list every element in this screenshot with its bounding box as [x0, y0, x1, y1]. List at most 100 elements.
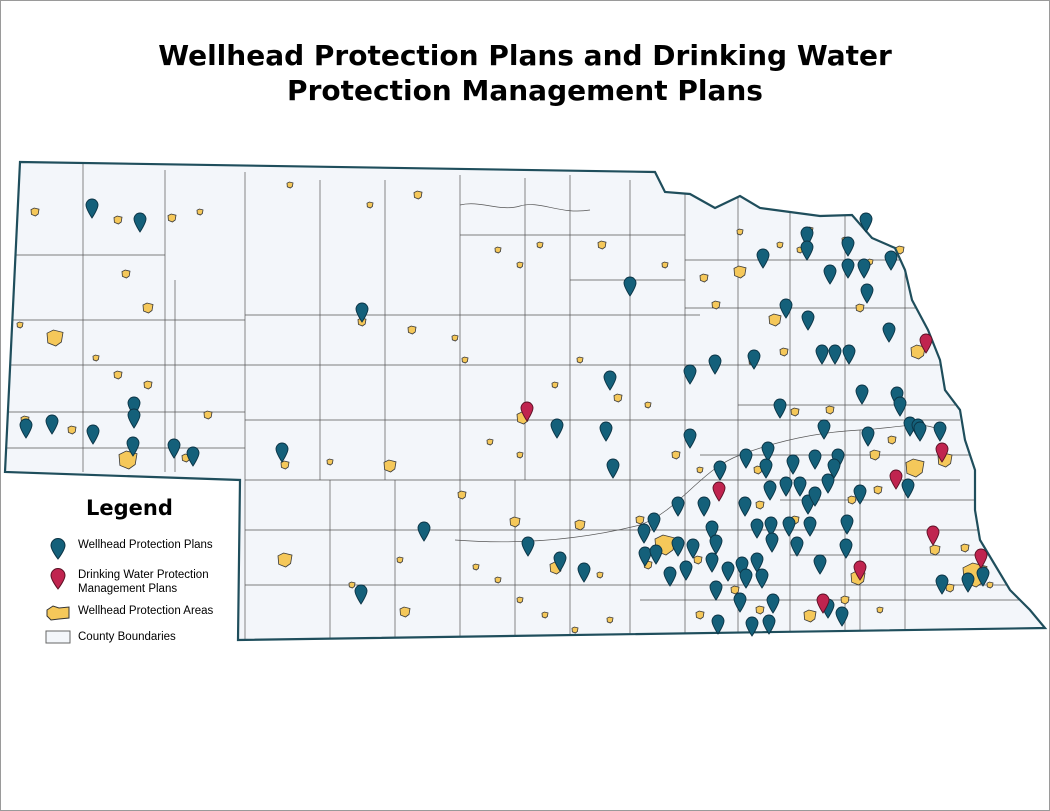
protection-area — [576, 356, 584, 364]
protection-area — [661, 261, 669, 269]
protection-area — [461, 356, 469, 364]
wellhead-plan-pin-icon — [709, 580, 723, 601]
legend-item-protection-areas: Wellhead Protection Areas — [38, 604, 238, 622]
wellhead-plan-pin-icon — [800, 240, 814, 261]
protection-area — [711, 300, 721, 310]
protection-area — [451, 334, 459, 342]
wellhead-plan-pin-icon — [686, 538, 700, 559]
wellhead-plan-pin-icon — [679, 560, 693, 581]
wellhead-plan-pin-icon — [709, 534, 723, 555]
protection-area — [16, 321, 24, 329]
wellhead-plan-pin-icon — [553, 551, 567, 572]
protection-area — [929, 544, 941, 556]
protection-area — [887, 435, 897, 445]
wellhead-plan-pin-icon — [671, 496, 685, 517]
wellhead-plan-pin-icon — [913, 421, 927, 442]
protection-area — [536, 241, 544, 249]
protection-area — [399, 606, 411, 618]
wellhead-plan-pin-icon — [623, 276, 637, 297]
wellhead-plan-pin-icon — [127, 408, 141, 429]
wellhead-plan-pin-icon — [766, 593, 780, 614]
dwpmp-pin-icon — [935, 442, 949, 463]
protection-area — [574, 519, 586, 531]
protection-area — [776, 241, 784, 249]
protection-area — [46, 329, 64, 347]
legend-title: Legend — [86, 496, 173, 520]
wellhead-plan-pin-icon — [745, 616, 759, 637]
wellhead-plan-pin-icon — [133, 212, 147, 233]
wellhead-plan-pin-icon — [861, 426, 875, 447]
wellhead-plan-pin-icon — [738, 496, 752, 517]
protection-area — [905, 458, 925, 478]
dwpmp-pin-icon — [926, 525, 940, 546]
protection-area — [753, 465, 763, 475]
protection-area — [396, 556, 404, 564]
legend-label: Wellhead Protection Plans — [78, 539, 213, 551]
protection-area — [960, 543, 970, 553]
wellhead-plan-pin-icon — [779, 476, 793, 497]
protection-area — [286, 181, 294, 189]
protection-area — [457, 490, 467, 500]
protection-area — [825, 405, 835, 415]
wellhead-plan-pin-icon — [354, 584, 368, 605]
protection-area — [196, 208, 204, 216]
protection-area — [67, 425, 77, 435]
county-boundary-curve — [454, 203, 941, 543]
wellhead-plan-pin-icon — [782, 516, 796, 537]
wellhead-plan-pin-icon — [747, 349, 761, 370]
protection-area — [671, 450, 681, 460]
wellhead-plan-pin-icon — [976, 566, 990, 587]
wellhead-plan-pin-icon — [786, 454, 800, 475]
protection-area — [768, 313, 782, 327]
wellhead-plan-pin-icon — [823, 264, 837, 285]
protection-area — [113, 215, 123, 225]
wellhead-plan-pin-icon — [750, 518, 764, 539]
wellhead-plan-pin-icon — [815, 344, 829, 365]
wellhead-plan-pin-icon — [755, 568, 769, 589]
protection-area — [494, 576, 502, 584]
protection-area — [113, 370, 123, 380]
protection-area — [326, 458, 334, 466]
protection-area — [92, 354, 100, 362]
protection-area — [280, 460, 290, 470]
wellhead-plan-pin-icon — [86, 424, 100, 445]
wellhead-plan-pin-icon — [708, 354, 722, 375]
protection-area — [613, 393, 623, 403]
wellhead-plan-pin-icon — [45, 414, 59, 435]
wellhead-plan-pin-icon — [417, 521, 431, 542]
protection-area — [847, 495, 857, 505]
wellhead-plan-pin-icon — [835, 606, 849, 627]
map-title: Wellhead Protection Plans and Drinking W… — [0, 38, 1050, 108]
legend: Legend Wellhead Protection Plans Drinkin… — [38, 496, 238, 652]
wellhead-plan-pin-icon — [790, 536, 804, 557]
wellhead-plan-pin-icon — [793, 476, 807, 497]
protection-area — [167, 213, 177, 223]
wellhead-plan-pin-icon — [603, 370, 617, 391]
wellhead-pin-icon — [50, 538, 66, 560]
wellhead-plan-pin-icon — [961, 572, 975, 593]
wellhead-plan-pin-icon — [773, 398, 787, 419]
protection-area — [873, 485, 883, 495]
protection-area — [121, 269, 131, 279]
wellhead-plan-pin-icon — [893, 396, 907, 417]
protection-area — [779, 347, 789, 357]
wellhead-plan-pin-icon — [606, 458, 620, 479]
wellhead-plan-pin-icon — [842, 344, 856, 365]
protection-area-swatch-icon — [46, 605, 70, 621]
wellhead-plan-pin-icon — [705, 520, 719, 541]
wellhead-plan-pin-icon — [839, 538, 853, 559]
wellhead-plan-pin-icon — [577, 562, 591, 583]
protection-area — [472, 563, 480, 571]
protection-area — [699, 273, 709, 283]
wellhead-plan-pin-icon — [550, 418, 564, 439]
protection-area — [494, 246, 502, 254]
protection-area — [366, 201, 374, 209]
protection-area — [30, 207, 40, 217]
map-title-line2: Protection Management Plans — [287, 74, 763, 107]
wellhead-plan-pin-icon — [855, 384, 869, 405]
wellhead-plan-pin-icon — [186, 446, 200, 467]
wellhead-plan-pin-icon — [860, 283, 874, 304]
wellhead-plan-pin-icon — [521, 536, 535, 557]
legend-item-county-boundaries: County Boundaries — [38, 630, 238, 644]
legend-label: County Boundaries — [78, 631, 176, 643]
